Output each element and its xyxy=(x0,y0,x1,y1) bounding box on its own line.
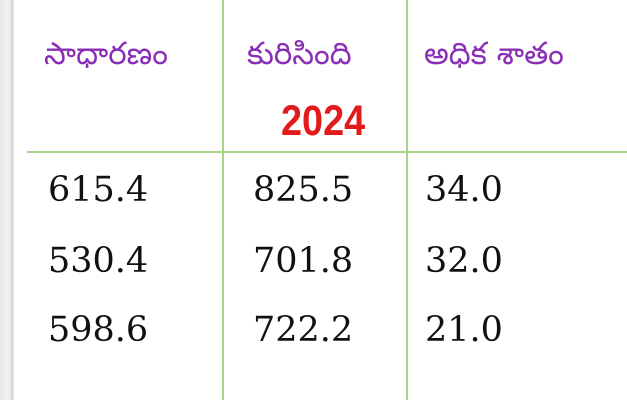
cell-normal: 530.4 xyxy=(48,241,149,281)
header-excess-percent: అధిక శాతం xyxy=(424,36,564,72)
header-normal: సాధారణం xyxy=(44,36,168,72)
header-received: కురిసింది xyxy=(247,36,352,72)
cell-normal: 615.4 xyxy=(48,170,149,210)
cell-excess: 34.0 xyxy=(425,170,503,210)
cell-normal: 598.6 xyxy=(48,310,149,350)
year-label: 2024 xyxy=(281,97,366,145)
column-divider xyxy=(222,0,224,400)
column-divider xyxy=(406,0,408,400)
cell-excess: 21.0 xyxy=(425,310,503,350)
page-edge-shadow xyxy=(0,0,14,400)
cell-received: 825.5 xyxy=(253,170,354,210)
cell-received: 722.2 xyxy=(253,310,354,350)
header-divider xyxy=(27,151,627,153)
cell-excess: 32.0 xyxy=(425,241,503,281)
cell-received: 701.8 xyxy=(253,241,354,281)
